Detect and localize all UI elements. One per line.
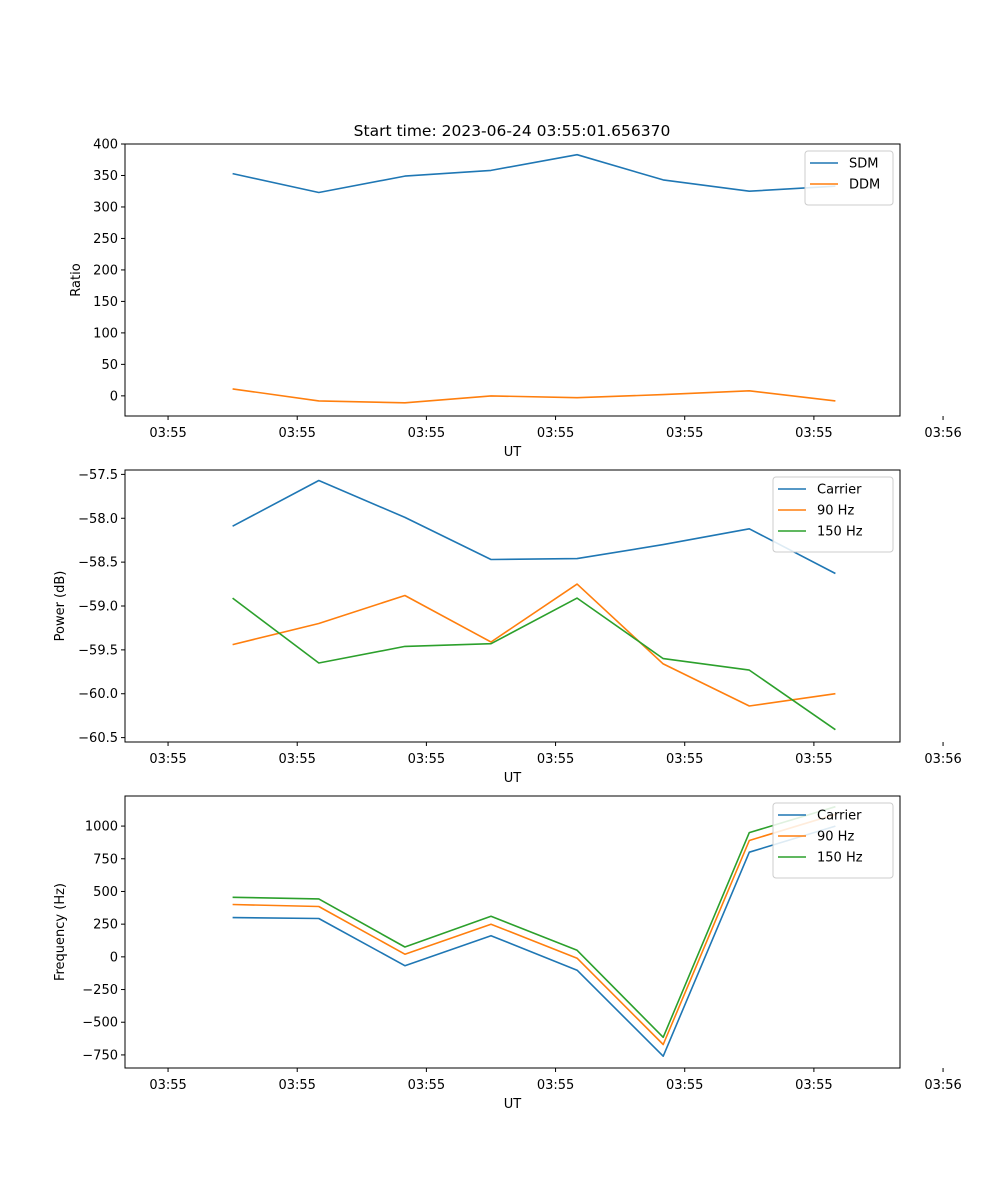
y-tick-label: 0	[110, 950, 118, 965]
legend-label: 90 Hz	[817, 830, 854, 845]
y-tick-label: −58.5	[78, 556, 118, 571]
x-tick-label: 03:56	[924, 426, 961, 441]
y-tick-label: 1000	[85, 820, 118, 835]
legend-label: DDM	[849, 178, 880, 193]
y-tick-label: 400	[93, 138, 118, 153]
y-tick-label: −58.0	[78, 512, 118, 527]
legend-label: 150 Hz	[817, 525, 863, 540]
y-tick-label: 250	[93, 918, 118, 933]
x-tick-label: 03:55	[537, 1078, 574, 1093]
y-axis-label: Ratio	[69, 263, 84, 296]
y-tick-label: −500	[82, 1016, 118, 1031]
x-tick-label: 03:55	[278, 752, 315, 767]
series-line-carrier	[232, 479, 836, 575]
y-tick-label: 300	[93, 200, 118, 215]
x-tick-label: 03:55	[795, 1078, 832, 1093]
chart-panel-3: −750 −500 −250 0 250 500 750 1000 03:55 03:55 03:5…	[53, 795, 962, 1112]
x-tick-label: 03:55	[537, 752, 574, 767]
x-axis-label: UT	[504, 771, 522, 786]
series-line-90-hz	[232, 583, 836, 707]
x-axis-label: UT	[504, 445, 522, 460]
x-tick-label: 03:55	[537, 426, 574, 441]
y-tick-label: 150	[93, 295, 118, 310]
axes-frame	[124, 143, 901, 417]
axes-frame	[124, 795, 901, 1069]
figure-title: Start time: 2023-06-24 03:55:01.656370	[354, 122, 671, 140]
x-tick-label: 03:55	[795, 752, 832, 767]
y-tick-label: 50	[101, 358, 118, 373]
chart-panel-1: 0 50 100 150 200 250 300 350 400 03:55 03:55 03:55 0…	[69, 138, 962, 461]
x-tick-label: 03:56	[924, 752, 961, 767]
legend-label: 90 Hz	[817, 504, 854, 519]
y-tick-label: 250	[93, 232, 118, 247]
legend: SDM DDM	[804, 150, 894, 206]
y-tick-label: −750	[82, 1048, 118, 1063]
x-axis-label: UT	[504, 1097, 522, 1112]
x-tick-label: 03:55	[149, 426, 186, 441]
chart-panel-2: −57.5 −58.0 −58.5 −59.0 −59.5 −60.0 −60.5 03:55…	[53, 468, 962, 786]
legend-box	[804, 150, 894, 206]
legend: Carrier 90 Hz 150 Hz	[772, 802, 894, 879]
y-tick-label: 100	[93, 326, 118, 341]
x-tick-label: 03:55	[149, 752, 186, 767]
x-tick-label: 03:55	[278, 1078, 315, 1093]
x-tick-label: 03:55	[408, 752, 445, 767]
x-tick-label: 03:55	[795, 426, 832, 441]
y-axis-label: Power (dB)	[53, 571, 68, 642]
legend: Carrier 90 Hz 150 Hz	[772, 476, 894, 553]
y-tick-label: −60.5	[78, 731, 118, 746]
y-axis-label: Frequency (Hz)	[53, 883, 68, 981]
y-tick-label: −60.0	[78, 687, 118, 702]
y-tick-label: −59.0	[78, 600, 118, 615]
y-tick-label: 500	[93, 885, 118, 900]
legend-label: Carrier	[817, 483, 862, 498]
y-tick-label: 0	[110, 389, 118, 404]
legend-label: Carrier	[817, 809, 862, 824]
series-line-carrier	[232, 825, 836, 1057]
y-tick-label: 350	[93, 169, 118, 184]
y-tick-label: −250	[82, 983, 118, 998]
legend-box	[772, 476, 894, 553]
x-tick-label: 03:55	[666, 426, 703, 441]
legend-label: SDM	[849, 157, 878, 172]
y-tick-label: −57.5	[78, 468, 118, 483]
legend-box	[772, 802, 894, 879]
axes-frame	[124, 469, 901, 743]
y-tick-label: 750	[93, 852, 118, 867]
x-tick-label: 03:55	[666, 1078, 703, 1093]
legend-label: 150 Hz	[817, 851, 863, 866]
x-tick-label: 03:55	[278, 426, 315, 441]
series-line-90-hz	[232, 813, 836, 1046]
x-tick-label: 03:56	[924, 1078, 961, 1093]
series-line-150-hz	[232, 805, 836, 1039]
x-tick-label: 03:55	[149, 1078, 186, 1093]
series-line-ddm	[232, 388, 836, 404]
x-tick-label: 03:55	[408, 1078, 445, 1093]
y-tick-label: 200	[93, 263, 118, 278]
series-line-150-hz	[232, 597, 836, 731]
x-tick-label: 03:55	[408, 426, 445, 441]
y-tick-label: −59.5	[78, 643, 118, 658]
series-line-sdm	[232, 153, 836, 194]
x-tick-label: 03:55	[666, 752, 703, 767]
